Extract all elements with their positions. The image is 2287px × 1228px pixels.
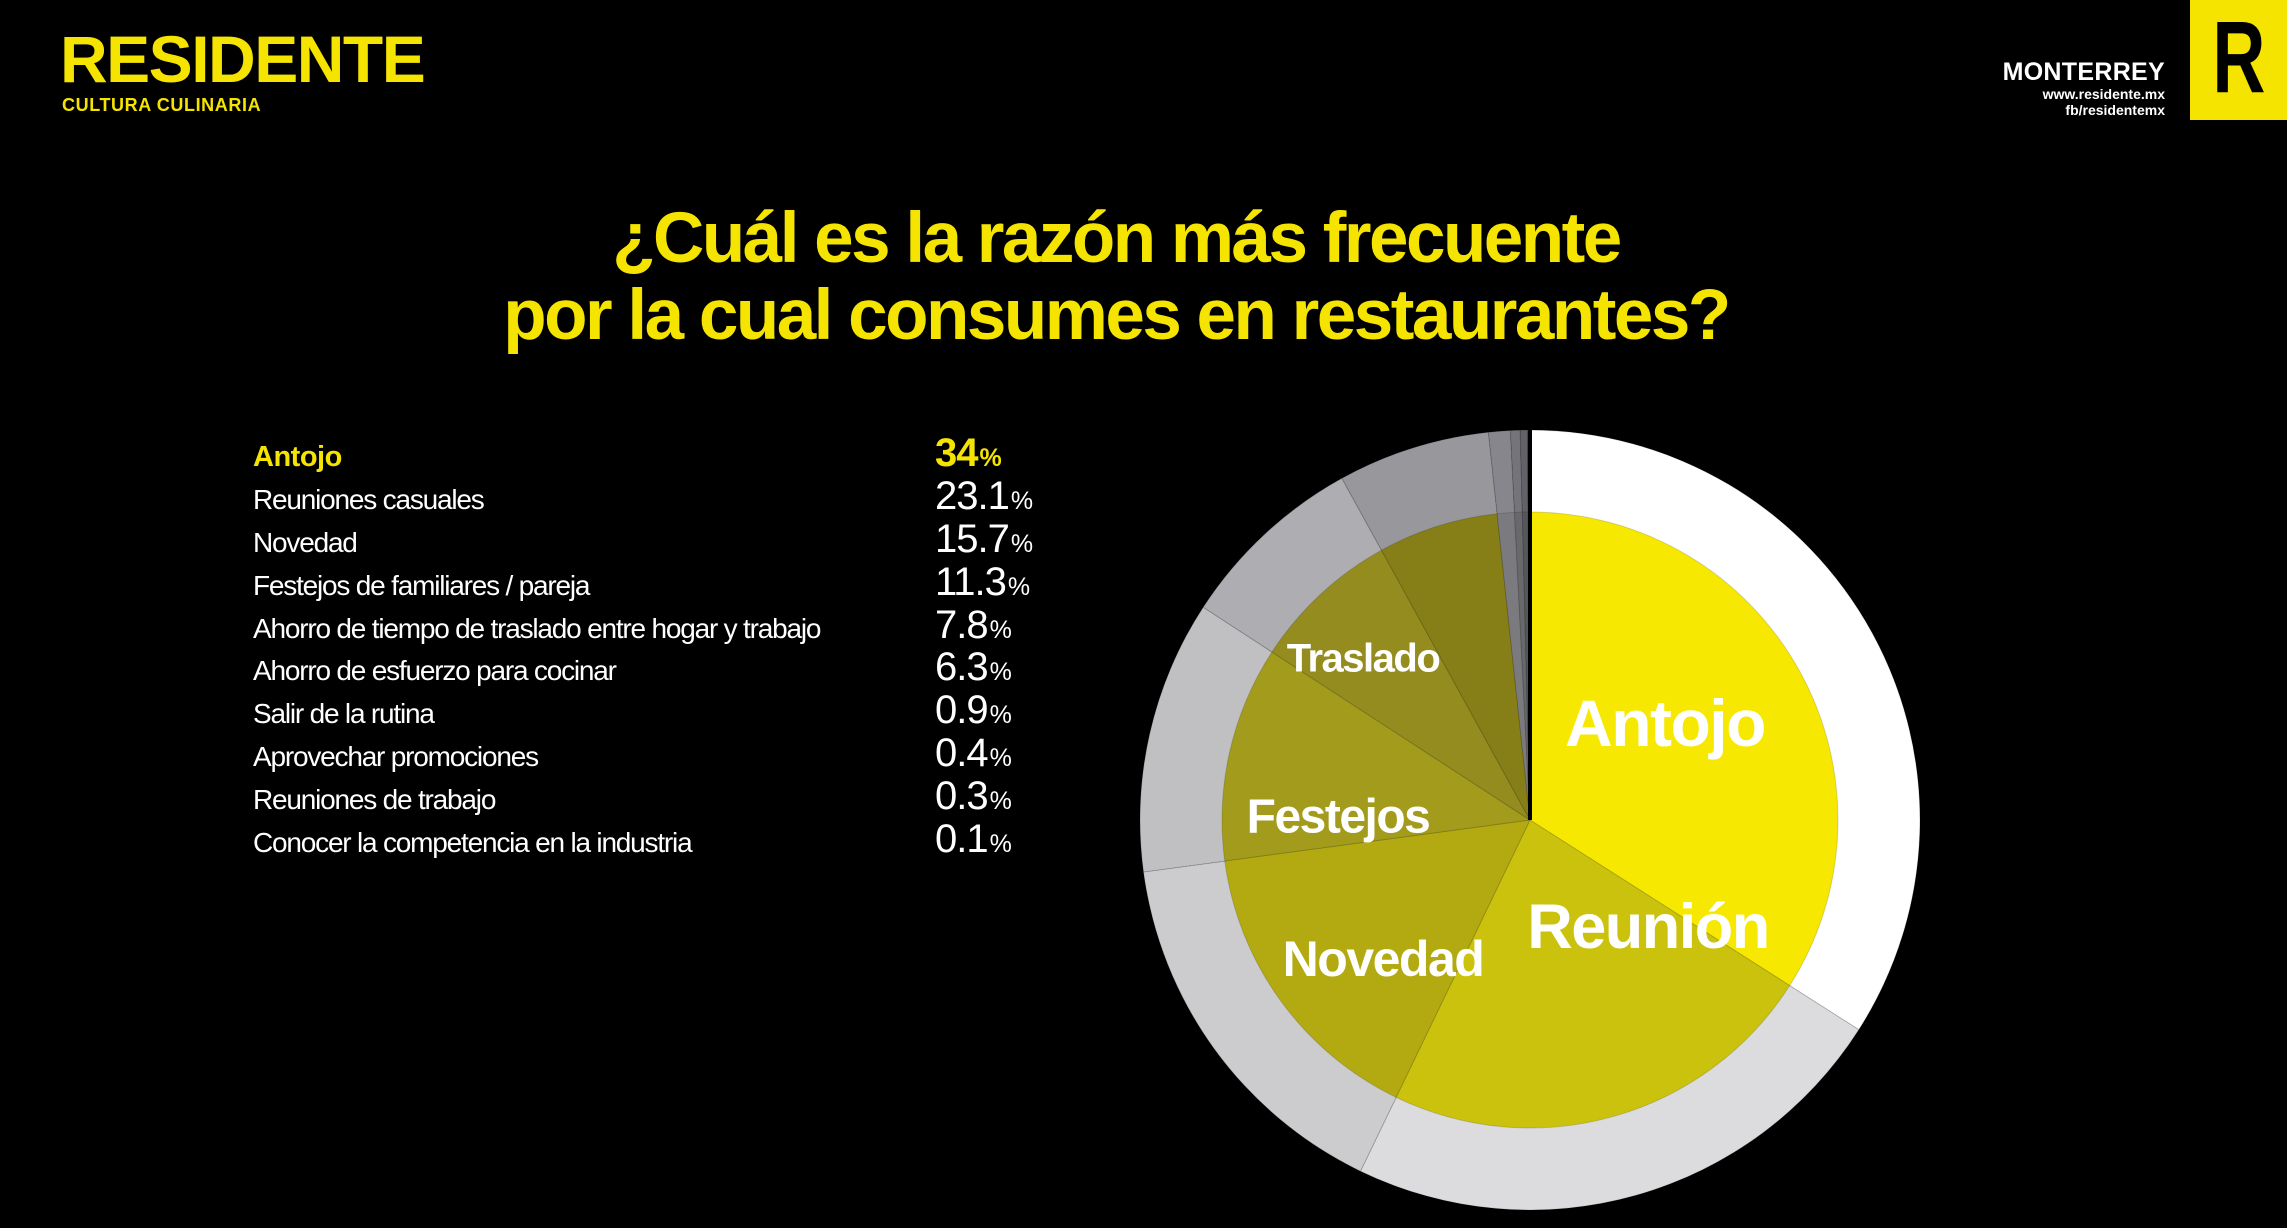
brand-logo: RESIDENTE CULTURA CULINARIA (60, 22, 426, 116)
legend-label: Antojo (253, 441, 342, 473)
legend-label: Conocer la competencia en la industria (253, 827, 693, 859)
pie-slice-inner-5 (1380, 513, 1531, 821)
pie-slice-inner-0 (1529, 511, 1839, 987)
legend-value: 7.8% (935, 602, 1012, 647)
legend-row: Antojo 34% (253, 431, 1033, 475)
pie-slice-inner-1 (1395, 819, 1791, 1129)
pie-slice-inner-7 (1513, 511, 1531, 821)
percent-sign: % (989, 658, 1012, 687)
legend-row: Novedad 15.7% (253, 516, 1034, 561)
pie-slice-inner-3 (1221, 651, 1532, 862)
r-badge: R (2190, 0, 2287, 120)
legend-value: 11.3% (935, 559, 1031, 604)
legend-row: Aprovechar promociones 0.4% (253, 731, 1033, 776)
page-title-line2: por la cual consumes en restaurantes? (503, 276, 1731, 355)
legend-label: Ahorro de esfuerzo para cocinar (253, 655, 617, 687)
legend-label: Salir de la rutina (253, 698, 435, 730)
brand-title: RESIDENTE (60, 22, 426, 96)
legend-value: 0.3% (935, 774, 1012, 819)
percent-sign: % (1010, 529, 1034, 558)
legend-list: Antojo 34% Reuniones casuales 23.1% Novedad 1… (253, 431, 1034, 862)
r-badge-letter: R (2211, 0, 2266, 114)
pie-slice-inner-6 (1496, 511, 1531, 821)
legend-row: Festejos de familiares / pareja 11.3% (253, 559, 1033, 604)
percent-sign: % (989, 744, 1012, 773)
legend-label: Reuniones casuales (253, 483, 485, 515)
legend-row: Reuniones casuales 23.1% (253, 473, 1034, 518)
masthead: MONTERREY www.residente.mx fb/residentem… (2003, 58, 2165, 118)
pie-slice-inner-4 (1271, 549, 1531, 821)
percent-sign: % (979, 444, 1002, 472)
legend-value: 34% (935, 431, 1002, 475)
percent-sign: % (989, 787, 1012, 816)
legend-row: Salir de la rutina 0.9% (253, 688, 1033, 733)
legend-value: 15.7% (935, 516, 1034, 561)
legend-value: 0.4% (935, 731, 1012, 776)
percent-sign: % (1007, 572, 1031, 601)
pie-slice-inner-2 (1224, 819, 1531, 1099)
masthead-website: www.residente.mx (2042, 86, 2165, 102)
legend-value: 0.1% (935, 817, 1012, 862)
legend-row: Reuniones de trabajo 0.3% (253, 774, 1033, 819)
legend-label: Aprovechar promociones (253, 741, 539, 773)
page-title: ¿Cuál es la razón más frecuente por la c… (0, 200, 2232, 354)
percent-sign: % (989, 615, 1012, 644)
percent-sign: % (989, 830, 1012, 859)
legend-label: Reuniones de trabajo (253, 784, 496, 816)
legend-label: Festejos de familiares / pareja (253, 569, 591, 601)
legend-row: Ahorro de tiempo de traslado entre hogar… (253, 602, 1033, 647)
legend-row: Ahorro de esfuerzo para cocinar 6.3% (253, 645, 1033, 690)
legend-value: 6.3% (935, 645, 1012, 690)
legend-row: Conocer la competencia en la industria 0.… (253, 817, 1033, 862)
masthead-facebook: fb/residentemx (2065, 102, 2165, 118)
legend-value: 23.1% (935, 473, 1034, 518)
masthead-city: MONTERREY (2002, 58, 2165, 86)
percent-sign: % (1010, 486, 1034, 515)
legend-value: 0.9% (935, 688, 1012, 733)
legend-label: Novedad (253, 526, 358, 558)
percent-sign: % (989, 701, 1012, 730)
page-title-line1: ¿Cuál es la razón más frecuente (612, 199, 1622, 278)
legend-label: Ahorro de tiempo de traslado entre hogar… (253, 612, 821, 644)
brand-subtitle: CULTURA CULINARIA (62, 95, 262, 115)
